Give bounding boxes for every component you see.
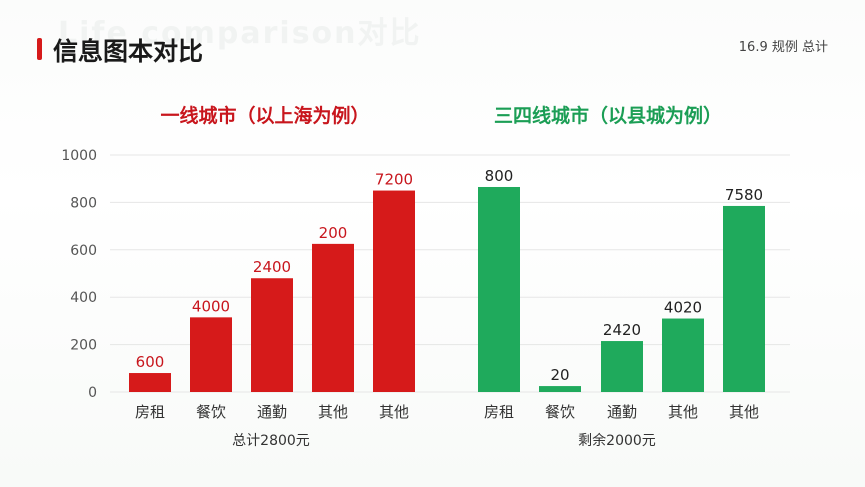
bar (478, 186, 520, 392)
labels-layer: 0 200 400 600 800 1000 600 房租 4000 餐饮 2400 通勤 200 其他 7… (61, 148, 763, 421)
title-accent-bar (37, 38, 42, 60)
watermark-text: Life comparison对比 (58, 16, 422, 51)
y-tick-label: 800 (70, 195, 97, 211)
category-label: 房租 (484, 403, 514, 421)
y-tick-label: 1000 (61, 148, 97, 164)
data-label: 800 (485, 167, 514, 185)
chart-title-tier3: 三四线城市（以县城为例） (494, 104, 722, 127)
category-label: 餐饮 (545, 403, 575, 421)
category-label: 餐饮 (196, 403, 226, 421)
category-label: 其他 (379, 403, 409, 421)
data-label: 20 (550, 366, 569, 384)
top-right-note: 16.9 规例 总计 (738, 40, 828, 55)
category-label: 通勤 (607, 403, 637, 421)
bar (312, 243, 354, 392)
bar (539, 386, 581, 392)
category-label: 其他 (318, 403, 348, 421)
xlabel-tier1: 总计2800元 (232, 433, 310, 449)
bar (129, 373, 171, 392)
y-tick-label: 400 (70, 290, 97, 306)
data-label: 600 (136, 353, 165, 371)
y-tick-label: 200 (70, 338, 97, 354)
bar (373, 190, 415, 392)
bar (601, 341, 643, 392)
category-label: 房租 (135, 403, 165, 421)
data-label: 7200 (375, 171, 413, 189)
xlabel-tier3: 剩余2000元 (578, 432, 656, 449)
chart-title-tier1: 一线城市（以上海为例） (160, 104, 369, 127)
bar (251, 278, 293, 392)
data-label: 2420 (603, 321, 641, 339)
bar (190, 317, 232, 392)
bar (662, 318, 704, 392)
data-label: 4000 (192, 297, 230, 315)
y-tick-label: 600 (70, 243, 97, 259)
category-label: 其他 (668, 403, 698, 421)
page-title: 信息图本对比 (53, 37, 204, 66)
category-label: 其他 (729, 403, 759, 421)
bars-layer (129, 186, 765, 392)
bar (723, 205, 765, 392)
data-label: 4020 (664, 299, 702, 317)
y-tick-label: 0 (88, 385, 97, 401)
category-label: 通勤 (257, 403, 287, 421)
data-label: 7580 (725, 186, 763, 204)
data-label: 2400 (253, 258, 291, 276)
data-label: 200 (319, 224, 348, 242)
